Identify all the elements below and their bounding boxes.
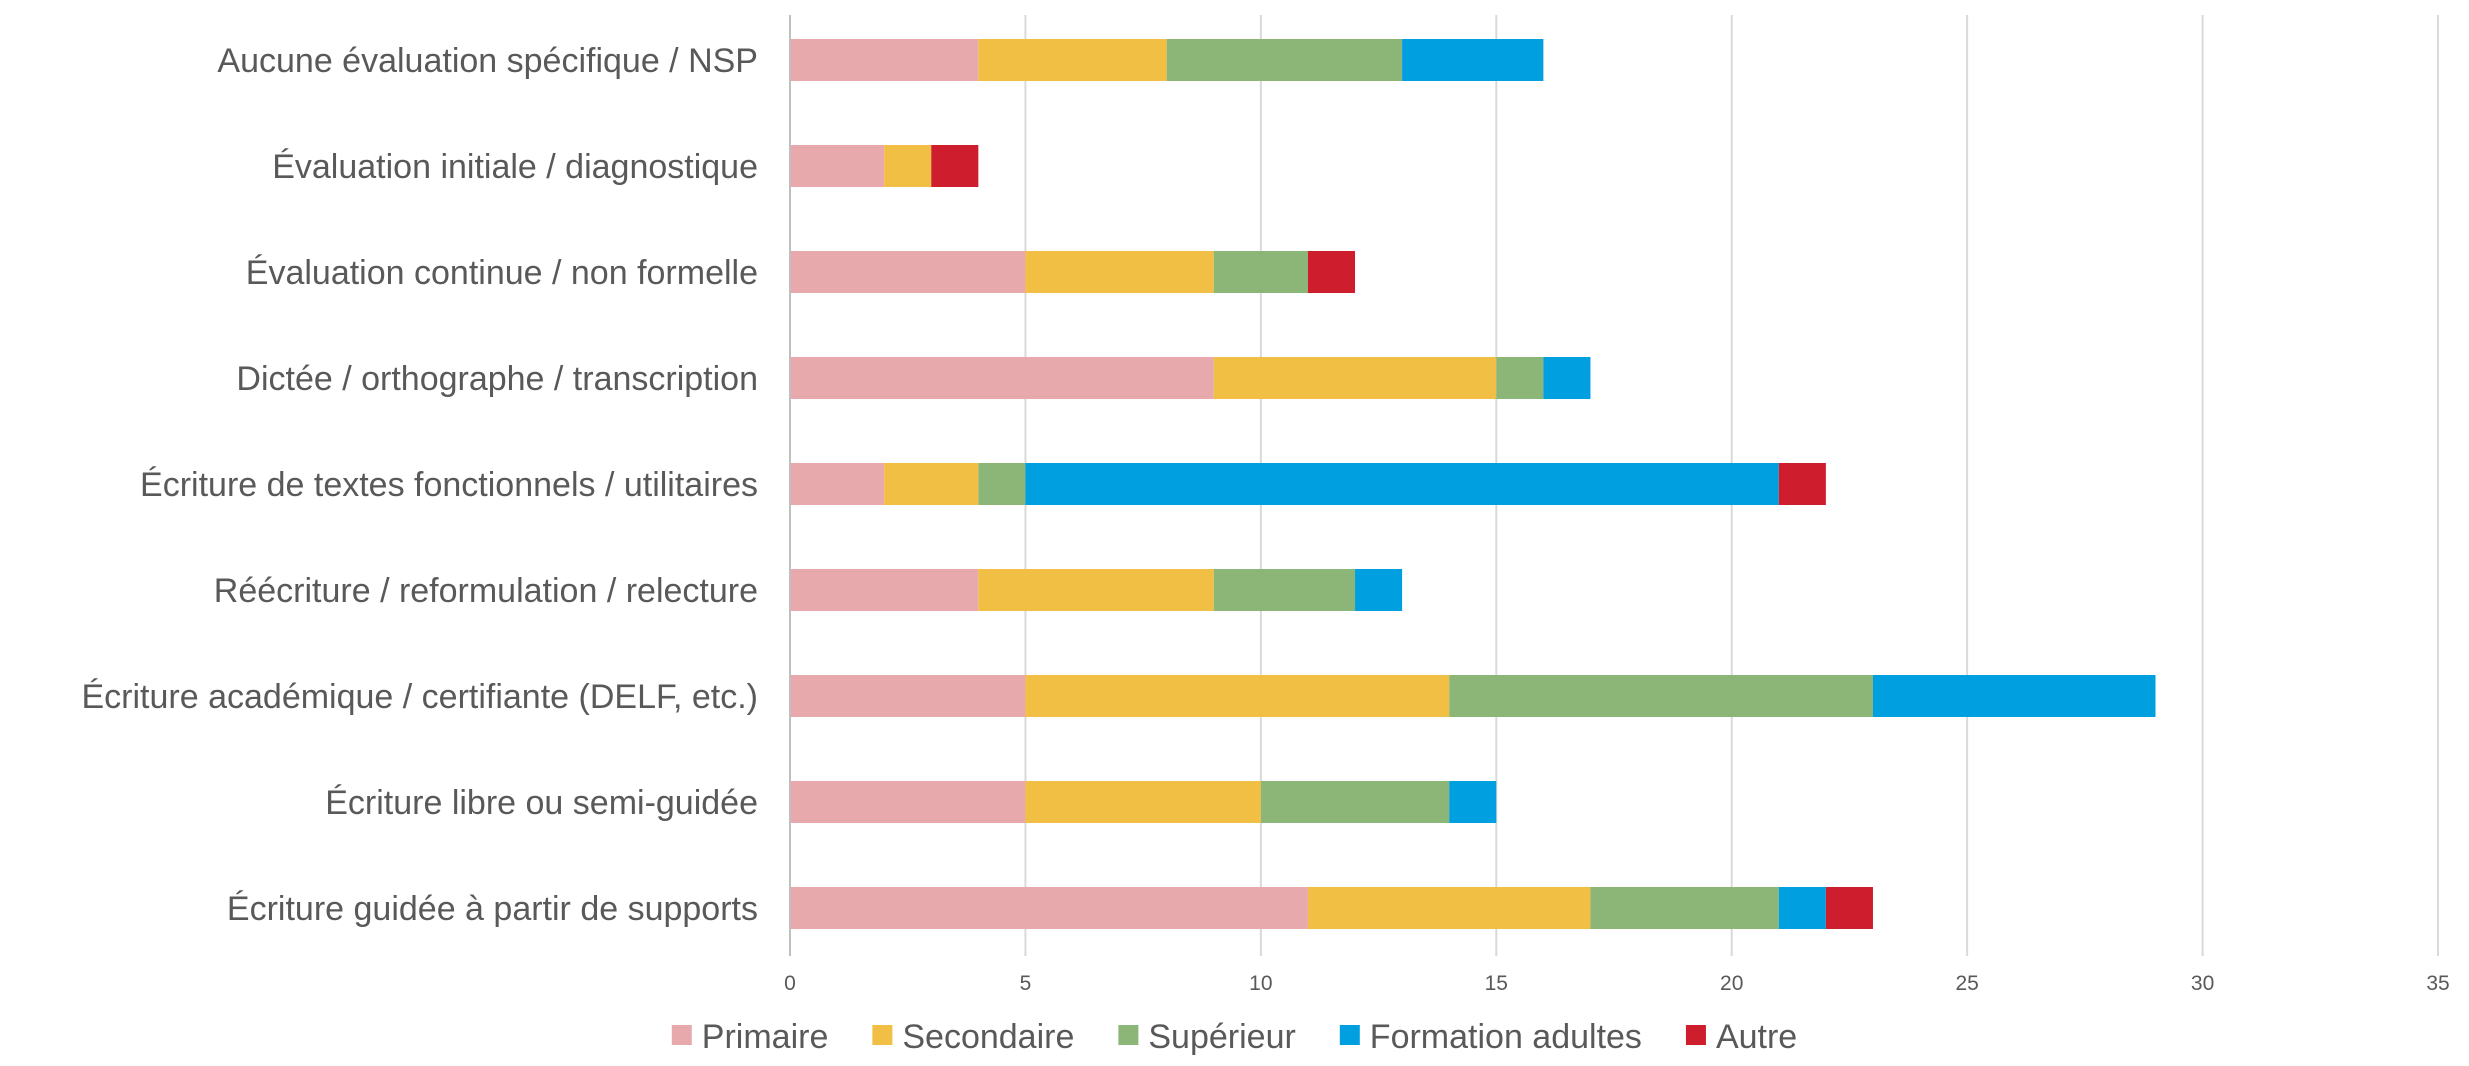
bar-segment (1025, 675, 1450, 717)
bar-segment (1872, 675, 2156, 717)
bar-segment (1778, 887, 1826, 929)
bar-segment (790, 781, 1026, 823)
bar-segment (1213, 251, 1308, 293)
bars (790, 39, 2156, 929)
bar-segment (790, 251, 1026, 293)
bar-segment (790, 145, 885, 187)
legend-label: Formation adultes (1370, 1018, 1642, 1056)
bar-segment (1402, 39, 1544, 81)
category-label: Aucune évaluation spécifique / NSP (217, 42, 758, 80)
bar-segment (790, 887, 1308, 929)
bar-segment (1496, 357, 1544, 399)
legend-label: Supérieur (1148, 1018, 1295, 1056)
category-label: Évaluation continue / non formelle (246, 254, 758, 292)
x-tick-label-30: 30 (2191, 972, 2214, 995)
legend-swatch (1118, 1025, 1139, 1045)
legend-swatch (1339, 1025, 1360, 1045)
bar-segment (1778, 463, 1826, 505)
bar-segment (1025, 781, 1261, 823)
category-label: Écriture libre ou semi-guidée (325, 784, 758, 822)
bar-segment (978, 569, 1214, 611)
bar-segment (1307, 251, 1356, 293)
bar-segment (1166, 39, 1403, 81)
category-label: Écriture guidée à partir de supports (227, 890, 758, 928)
bar-segment (1543, 357, 1591, 399)
bar-segment (1025, 463, 1779, 505)
bar-segment (884, 463, 979, 505)
bar-segment (978, 39, 1167, 81)
bar-segment (1590, 887, 1779, 929)
bar-segment (1355, 569, 1403, 611)
bar-segment (1825, 887, 1873, 929)
x-tick-label-0: 0 (784, 972, 796, 995)
bar-segment (790, 675, 1026, 717)
legend-swatch (1685, 1025, 1706, 1045)
x-tick-label-35: 35 (2426, 972, 2449, 995)
x-tick-label-15: 15 (1485, 972, 1508, 995)
bar-segment (1213, 569, 1356, 611)
bar-segment (1307, 887, 1591, 929)
category-label: Réécriture / reformulation / relecture (214, 572, 758, 610)
legend: Primaire Secondaire Supérieur Formation adu… (671, 1018, 1797, 1056)
bar-segment (1213, 357, 1497, 399)
bar-segment (1449, 781, 1497, 823)
legend-label: Secondaire (902, 1018, 1074, 1056)
x-tick-label-20: 20 (1720, 972, 1743, 995)
category-label: Écriture académique / certifiante (DELF,… (82, 678, 759, 716)
bar-segment (931, 145, 979, 187)
x-tick-label-25: 25 (1955, 972, 1978, 995)
bar-segment (978, 463, 1026, 505)
x-tick-label-10: 10 (1249, 972, 1272, 995)
legend-swatch (872, 1025, 893, 1045)
bar-segment (790, 569, 979, 611)
bar-segment (790, 463, 885, 505)
category-labels: Aucune évaluation spécifique / NSP Évalua… (82, 42, 759, 928)
bar-segment (790, 39, 979, 81)
category-label: Écriture de textes fonctionnels / utilit… (140, 466, 758, 504)
category-label: Évaluation initiale / diagnostique (272, 148, 758, 186)
legend-label: Autre (1716, 1018, 1797, 1056)
tick-labels: 0 5 10 15 20 25 30 35 (784, 972, 2450, 995)
bar-segment (1449, 675, 1873, 717)
legend-swatch (671, 1025, 692, 1045)
legend-label: Primaire (702, 1018, 829, 1056)
bar-segment (790, 357, 1214, 399)
x-tick-label-5: 5 (1020, 972, 1032, 995)
bar-segment (1025, 251, 1214, 293)
bar-segment (884, 145, 932, 187)
bar-segment (1260, 781, 1450, 823)
category-label: Dictée / orthographe / transcription (236, 360, 758, 398)
